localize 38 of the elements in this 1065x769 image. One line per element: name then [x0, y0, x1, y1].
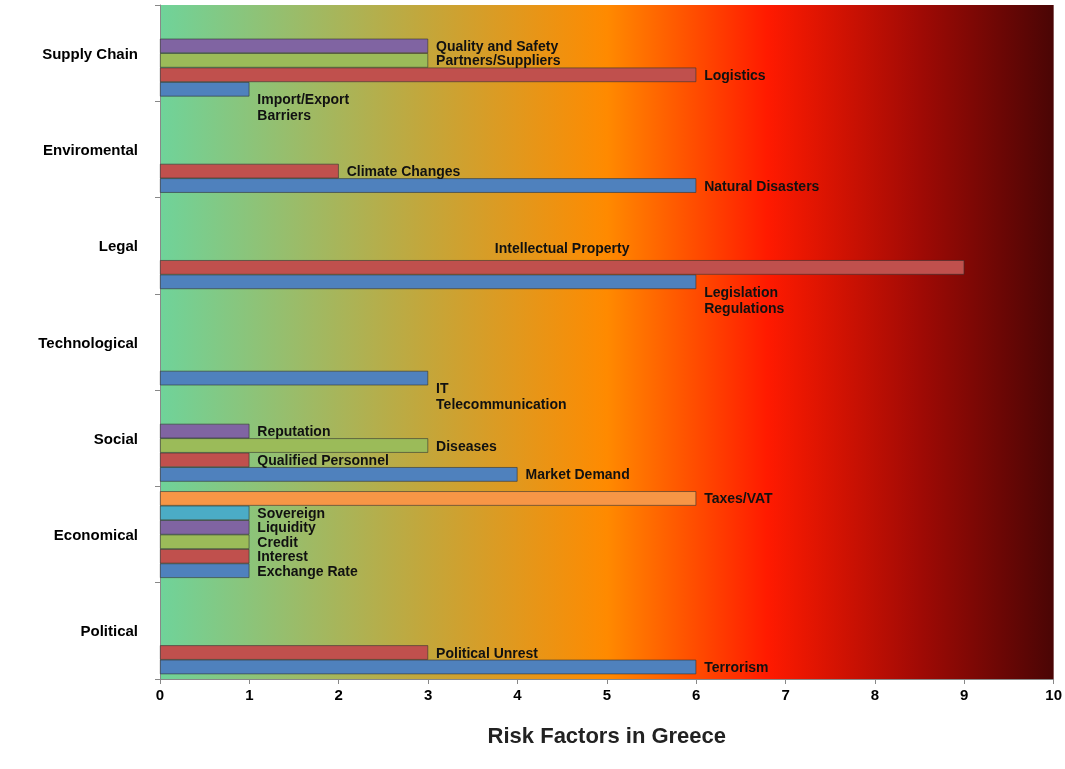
x-tick-label: 7 [781, 686, 790, 703]
data-label: Political Unrest [436, 644, 539, 661]
y-tick-label: Legal [98, 237, 138, 255]
data-label: Qualified Personnel [257, 451, 389, 468]
x-tick-label: 0 [155, 686, 165, 703]
x-tick-label: 6 [692, 686, 701, 703]
x-tick-label: 3 [423, 686, 433, 703]
data-label: Reputation [257, 423, 331, 440]
data-label: Climate Changes [346, 163, 461, 180]
y-tick-label: Supply Chain [42, 44, 138, 62]
data-label: Quality and Safety [436, 37, 559, 54]
data-label: Intellectual Property [494, 240, 630, 257]
x-tick-label: 1 [245, 686, 254, 703]
data-label: IT Telecommunication [436, 380, 567, 413]
data-label: Legislation Regulations [704, 283, 785, 316]
x-tick-label: 9 [960, 686, 969, 703]
y-tick-label: Social [93, 429, 138, 447]
x-tick-label: 2 [334, 686, 343, 703]
data-label: Import/Export Barriers [257, 91, 350, 124]
data-label: Natural Disasters [704, 177, 820, 194]
data-label: Interest [257, 548, 309, 565]
data-label: Logistics [704, 66, 766, 83]
data-label: Sovereign [257, 504, 326, 521]
y-tick-label: Political [80, 622, 138, 640]
x-tick-label: 8 [870, 686, 880, 703]
x-tick-label: 4 [513, 686, 523, 703]
x-axis-title: Risk Factors in Greece [487, 722, 727, 748]
x-tick-label: 10 [1045, 686, 1062, 703]
data-label: Terrorism [704, 658, 769, 675]
y-tick-label: Enviromental [42, 140, 138, 158]
data-label: Taxes/VAT [704, 490, 774, 507]
x-tick-label: 5 [602, 686, 611, 703]
y-tick-label: Economical [53, 526, 138, 544]
y-tick-label: Technological [38, 333, 138, 351]
data-label: Exchange Rate [257, 562, 358, 579]
data-label: Diseases [436, 437, 498, 454]
bar [160, 370, 429, 386]
data-label: Market Demand [525, 466, 630, 483]
